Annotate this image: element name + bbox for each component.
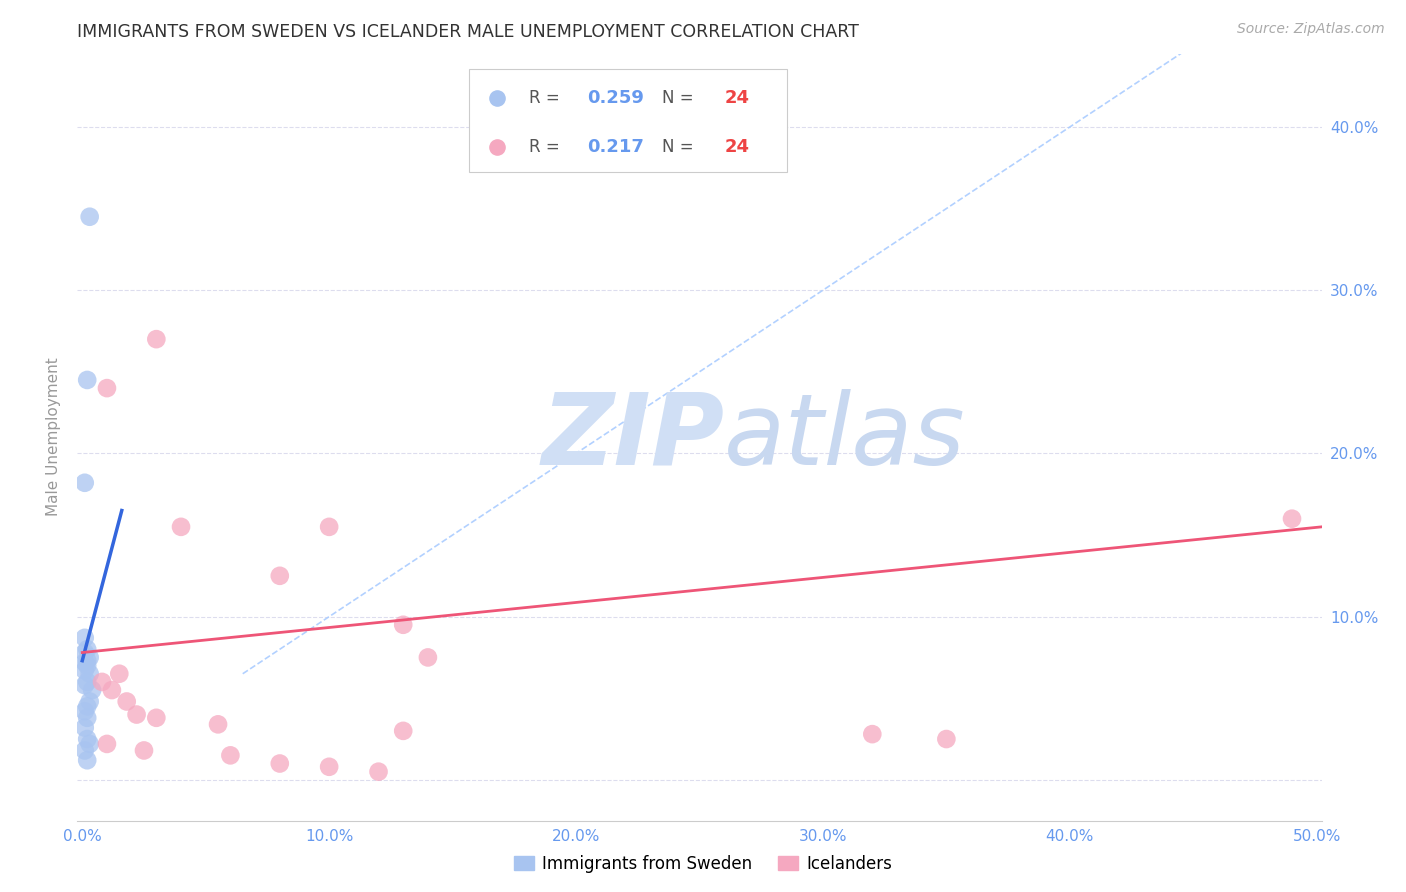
- Point: [76, 654, 98, 668]
- Point: [170, 520, 193, 534]
- Point: [73, 664, 96, 678]
- Point: [79, 210, 101, 224]
- Point: [76, 674, 98, 689]
- Text: atlas: atlas: [724, 389, 966, 485]
- Text: 0.217: 0.217: [588, 137, 644, 155]
- Point: [73, 743, 96, 757]
- Point: [145, 711, 167, 725]
- Point: [82, 683, 104, 698]
- Point: [79, 737, 101, 751]
- Point: [115, 694, 138, 708]
- Point: [96, 737, 118, 751]
- Point: [73, 646, 96, 660]
- Text: R =: R =: [529, 137, 565, 155]
- Point: [416, 650, 439, 665]
- FancyBboxPatch shape: [470, 69, 786, 172]
- Point: [79, 650, 101, 665]
- Point: [318, 520, 340, 534]
- Point: [73, 704, 96, 718]
- Point: [79, 666, 101, 681]
- Point: [76, 642, 98, 657]
- Point: [73, 631, 96, 645]
- Point: [76, 732, 98, 747]
- Point: [269, 756, 291, 771]
- Text: 24: 24: [724, 89, 749, 107]
- Text: N =: N =: [662, 137, 699, 155]
- Point: [96, 381, 118, 395]
- Point: [145, 332, 167, 346]
- Text: Source: ZipAtlas.com: Source: ZipAtlas.com: [1237, 22, 1385, 37]
- Point: [367, 764, 389, 779]
- Text: ZIP: ZIP: [541, 389, 724, 485]
- Point: [108, 666, 131, 681]
- Point: [91, 674, 114, 689]
- Point: [79, 694, 101, 708]
- Point: [935, 732, 957, 747]
- Point: [392, 723, 415, 738]
- Text: N =: N =: [662, 89, 699, 107]
- Point: [76, 753, 98, 767]
- Point: [860, 727, 883, 741]
- Point: [132, 743, 155, 757]
- Point: [76, 711, 98, 725]
- Text: 24: 24: [724, 137, 749, 155]
- Text: R =: R =: [529, 89, 565, 107]
- Point: [73, 656, 96, 670]
- Point: [207, 717, 229, 731]
- Point: [269, 569, 291, 583]
- Point: [219, 748, 242, 763]
- Legend: Immigrants from Sweden, Icelanders: Immigrants from Sweden, Icelanders: [508, 848, 898, 880]
- Point: [392, 617, 415, 632]
- Point: [76, 699, 98, 714]
- Text: IMMIGRANTS FROM SWEDEN VS ICELANDER MALE UNEMPLOYMENT CORRELATION CHART: IMMIGRANTS FROM SWEDEN VS ICELANDER MALE…: [77, 23, 859, 41]
- Point: [1281, 511, 1303, 525]
- Point: [73, 475, 96, 490]
- Point: [73, 678, 96, 692]
- Point: [318, 760, 340, 774]
- Y-axis label: Male Unemployment: Male Unemployment: [46, 358, 62, 516]
- Point: [125, 707, 148, 722]
- Point: [76, 658, 98, 673]
- Point: [101, 683, 124, 698]
- Point: [73, 721, 96, 735]
- Text: 0.259: 0.259: [588, 89, 644, 107]
- Point: [76, 373, 98, 387]
